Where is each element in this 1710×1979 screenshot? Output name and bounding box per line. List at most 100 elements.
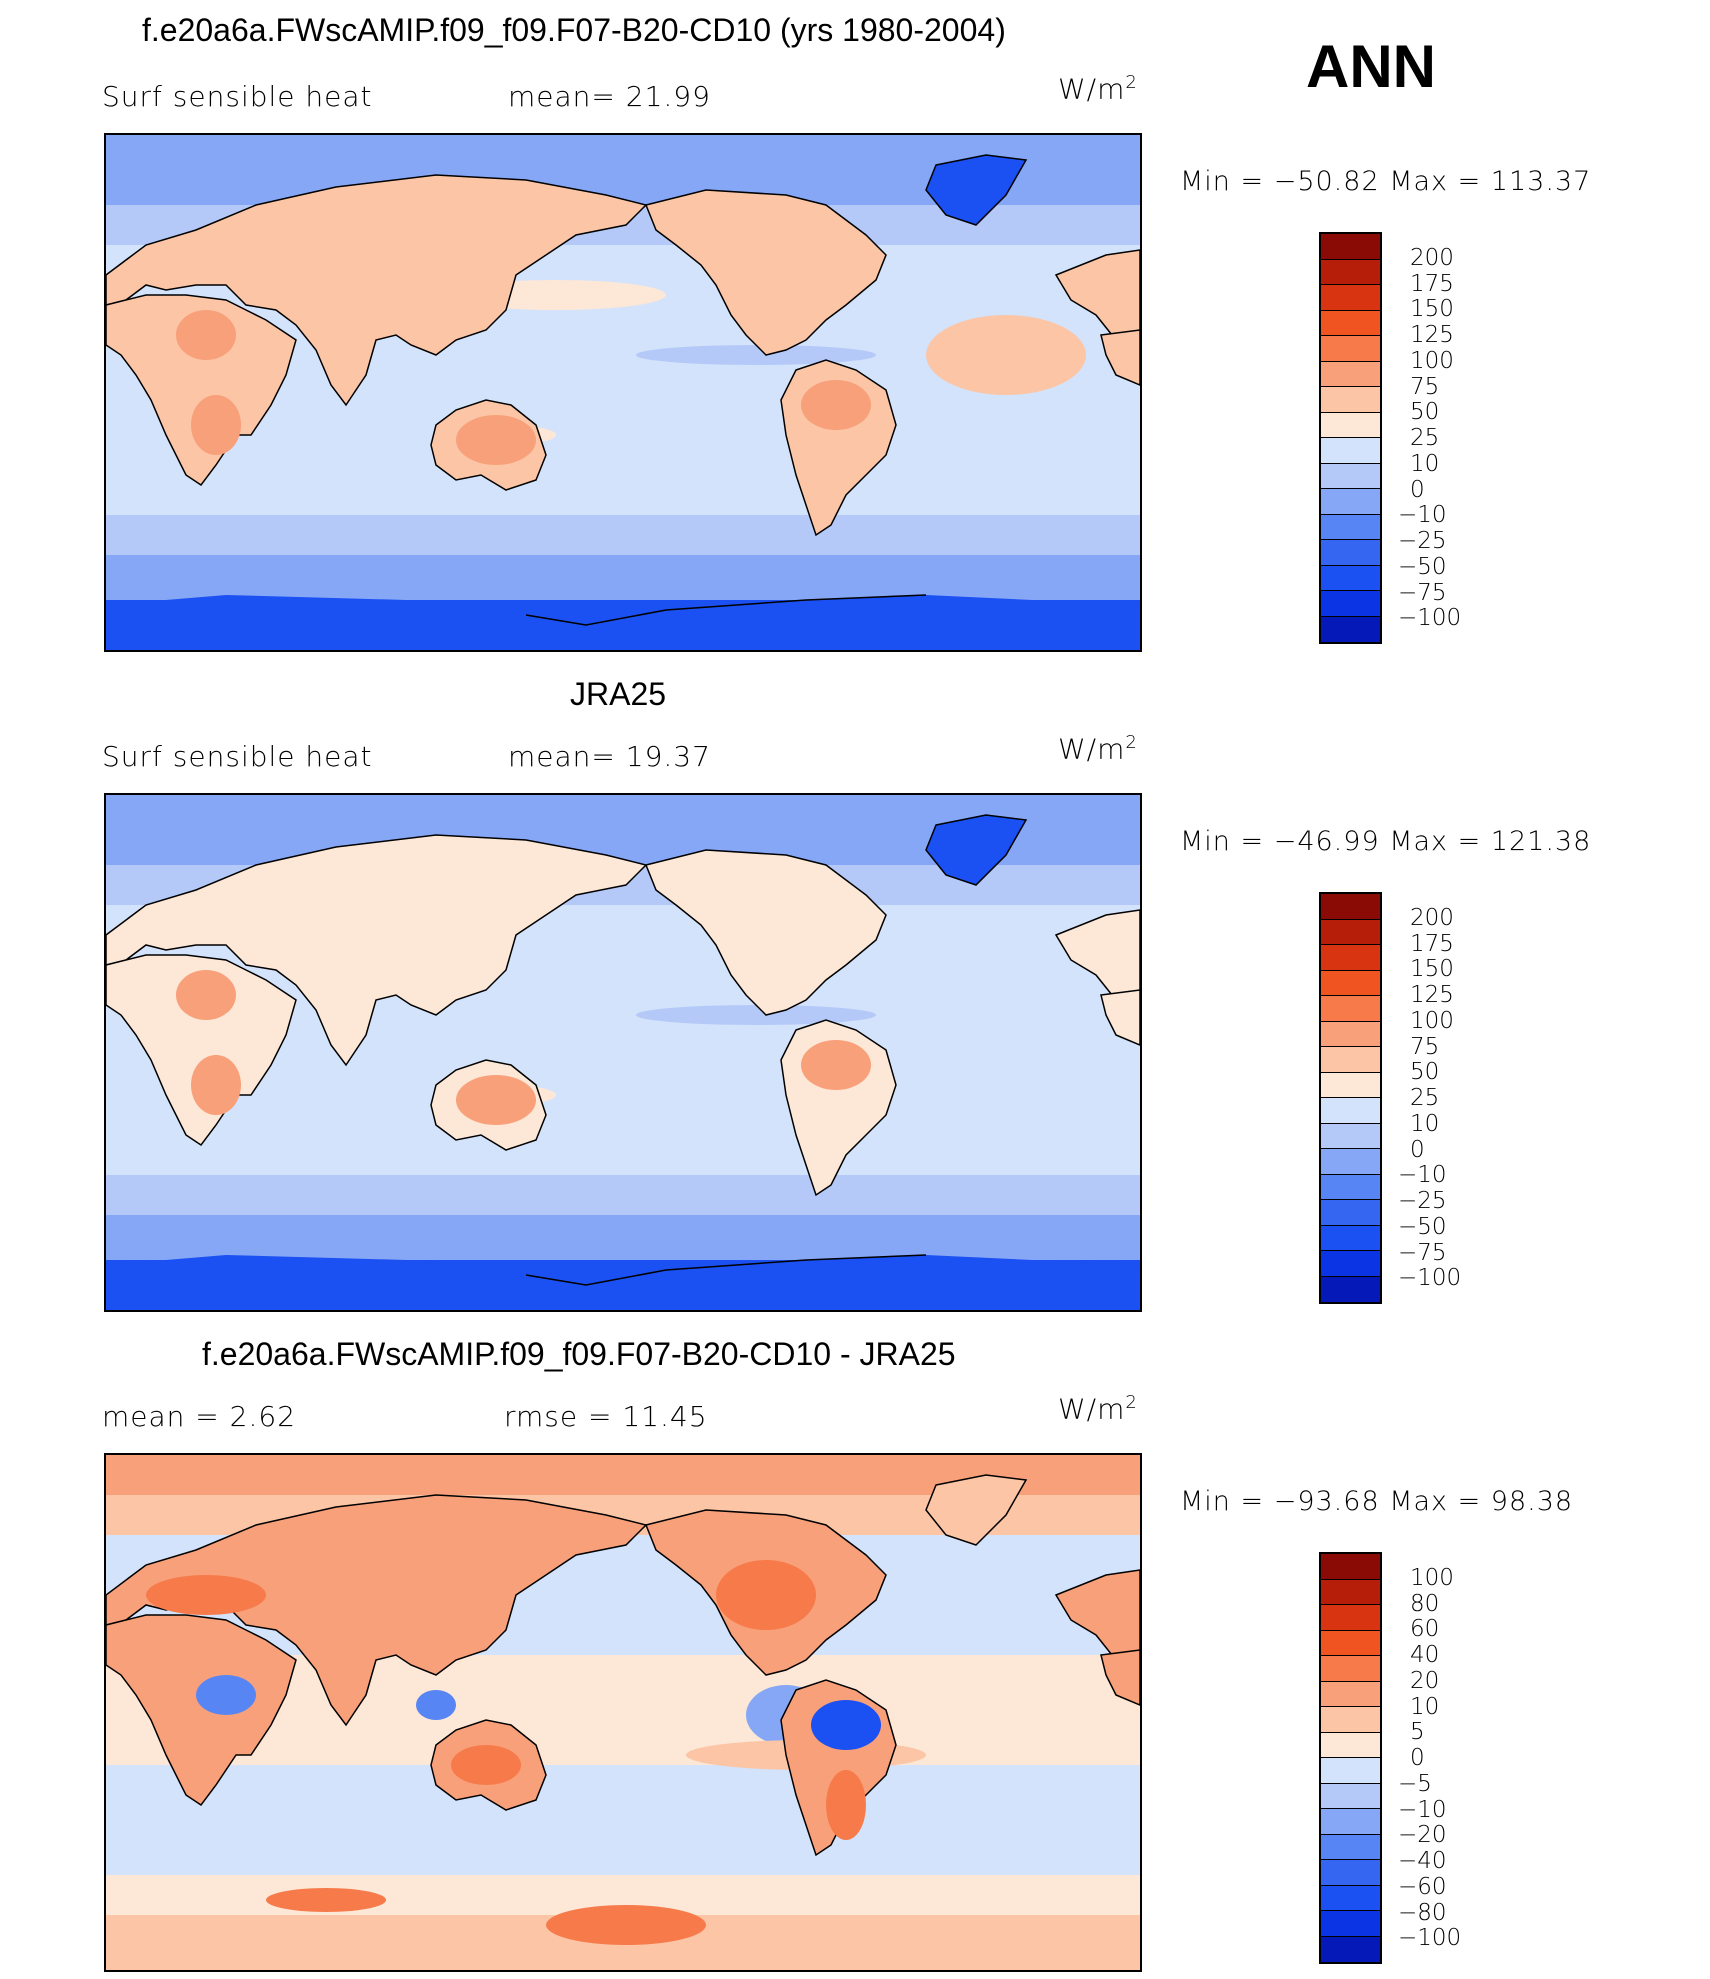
panel-1-title: f.e20a6a.FWscAMIP.f09_f09.F07-B20-CD10 (… — [142, 12, 1006, 48]
colorbar-swatch — [1321, 1072, 1380, 1098]
panel-2-units: W/m2 — [1058, 732, 1138, 766]
colorbar-tick-label: 80 — [1410, 1590, 1440, 1617]
colorbar-swatch — [1321, 919, 1380, 945]
panel-1-units: W/m2 — [1058, 72, 1138, 106]
colorbar-swatch — [1321, 1554, 1380, 1580]
panel-3-min-max: Min = −93.68 Max = 98.38 — [1180, 1486, 1574, 1517]
colorbar-tick-label: 75 — [1410, 373, 1440, 400]
colorbar-swatch — [1321, 361, 1380, 387]
colorbar-swatch — [1321, 438, 1380, 464]
colorbar-swatch — [1321, 616, 1380, 642]
colorbar-swatch — [1321, 259, 1380, 285]
colorbar-tick-label: 5 — [1410, 1719, 1425, 1746]
colorbar-tick-label: −100 — [1398, 605, 1462, 632]
colorbar-tick-label: 10 — [1410, 450, 1440, 477]
colorbar-swatch — [1321, 1860, 1380, 1886]
season-label: ANN — [1306, 33, 1436, 100]
colorbar-tick-label: −60 — [1398, 1873, 1447, 1900]
colorbar-tick-label: 175 — [1410, 270, 1454, 297]
panel-2-mean-label: mean= 19.37 — [508, 740, 711, 773]
colorbar-swatch — [1321, 489, 1380, 515]
panel-3-map — [104, 1453, 1142, 1972]
colorbar-swatch — [1321, 1047, 1380, 1073]
colorbar-tick-label: −40 — [1398, 1848, 1447, 1874]
colorbar-swatch — [1321, 1936, 1380, 1962]
colorbar-swatch — [1321, 970, 1380, 996]
colorbar-tick-label: 40 — [1410, 1642, 1440, 1668]
colorbar-swatch — [1321, 1123, 1380, 1149]
colorbar-swatch — [1321, 310, 1380, 336]
colorbar-tick-label: 0 — [1410, 1136, 1425, 1163]
colorbar-swatch — [1321, 1630, 1380, 1656]
colorbar-swatch — [1321, 1098, 1380, 1124]
panel-2-map — [104, 793, 1142, 1312]
colorbar-swatch — [1321, 1834, 1380, 1860]
colorbar-tick-label: −50 — [1398, 553, 1447, 580]
panel-2-variable-label: Surf sensible heat — [102, 740, 373, 773]
panel-2-map-field — [106, 795, 1140, 1310]
colorbar-swatch — [1321, 1579, 1380, 1605]
colorbar-tick-label: 175 — [1410, 930, 1454, 957]
colorbar-tick-label: 20 — [1410, 1667, 1440, 1694]
colorbar-tick-label: −10 — [1398, 1162, 1447, 1189]
colorbar-tick-label: −25 — [1398, 528, 1447, 554]
colorbar-tick-label: 200 — [1410, 244, 1454, 271]
colorbar-swatch — [1321, 1021, 1380, 1047]
panel-3-map-field — [106, 1455, 1140, 1970]
panel-3-title: f.e20a6a.FWscAMIP.f09_f09.F07-B20-CD10 -… — [202, 1336, 956, 1372]
panel-3-colorbar — [1319, 1552, 1382, 1964]
colorbar-swatch — [1321, 1605, 1380, 1631]
colorbar-tick-label: 150 — [1410, 296, 1454, 323]
colorbar-swatch — [1321, 1681, 1380, 1707]
colorbar-tick-label: −75 — [1398, 579, 1447, 606]
colorbar-swatch — [1321, 894, 1380, 920]
panel-3-rmse-label: rmse = 11.45 — [504, 1400, 708, 1433]
panel-1-variable-label: Surf sensible heat — [102, 80, 373, 113]
colorbar-tick-label: 50 — [1410, 399, 1440, 426]
colorbar-swatch — [1321, 945, 1380, 971]
colorbar-tick-label: 100 — [1410, 1007, 1454, 1034]
colorbar-swatch — [1321, 1251, 1380, 1277]
colorbar-swatch — [1321, 1783, 1380, 1809]
colorbar-tick-label: 50 — [1410, 1059, 1440, 1086]
colorbar-tick-label: −50 — [1398, 1213, 1447, 1240]
panel-1-map-field — [106, 135, 1140, 650]
panel-3-units: W/m2 — [1058, 1392, 1138, 1426]
panel-2-colorbar — [1319, 892, 1382, 1304]
colorbar-swatch — [1321, 1911, 1380, 1937]
colorbar-tick-label: −100 — [1398, 1925, 1462, 1952]
colorbar-swatch — [1321, 1276, 1380, 1302]
colorbar-tick-label: −5 — [1398, 1770, 1432, 1797]
colorbar-tick-label: 100 — [1410, 1564, 1454, 1591]
colorbar-tick-label: 25 — [1410, 1085, 1440, 1111]
colorbar-swatch — [1321, 1707, 1380, 1733]
colorbar-tick-label: −10 — [1398, 502, 1447, 529]
colorbar-swatch — [1321, 996, 1380, 1022]
panel-3-mean-label: mean = 2.62 — [102, 1400, 297, 1433]
colorbar-tick-label: 125 — [1410, 982, 1454, 1008]
colorbar-swatch — [1321, 1809, 1380, 1835]
colorbar-tick-label: −25 — [1398, 1188, 1447, 1214]
panel-1-min-max: Min = −50.82 Max = 113.37 — [1180, 166, 1592, 197]
colorbar-swatch — [1321, 565, 1380, 591]
colorbar-swatch — [1321, 463, 1380, 489]
colorbar-tick-label: 0 — [1410, 476, 1425, 503]
colorbar-swatch — [1321, 336, 1380, 362]
colorbar-swatch — [1321, 1885, 1380, 1911]
colorbar-tick-label: 125 — [1410, 322, 1454, 348]
colorbar-tick-label: 100 — [1410, 347, 1454, 374]
panel-2-title: JRA25 — [570, 676, 667, 712]
colorbar-swatch — [1321, 1225, 1380, 1251]
colorbar-swatch — [1321, 1174, 1380, 1200]
panel-1-mean-label: mean= 21.99 — [508, 80, 711, 113]
colorbar-tick-label: 150 — [1410, 956, 1454, 983]
colorbar-tick-label: 10 — [1410, 1110, 1440, 1137]
colorbar-tick-label: −80 — [1398, 1899, 1447, 1926]
colorbar-swatch — [1321, 540, 1380, 566]
colorbar-tick-label: 10 — [1410, 1693, 1440, 1720]
colorbar-swatch — [1321, 1656, 1380, 1682]
colorbar-swatch — [1321, 1149, 1380, 1175]
colorbar-swatch — [1321, 591, 1380, 617]
panel-2-min-max: Min = −46.99 Max = 121.38 — [1180, 826, 1592, 857]
colorbar-tick-label: −75 — [1398, 1239, 1447, 1266]
